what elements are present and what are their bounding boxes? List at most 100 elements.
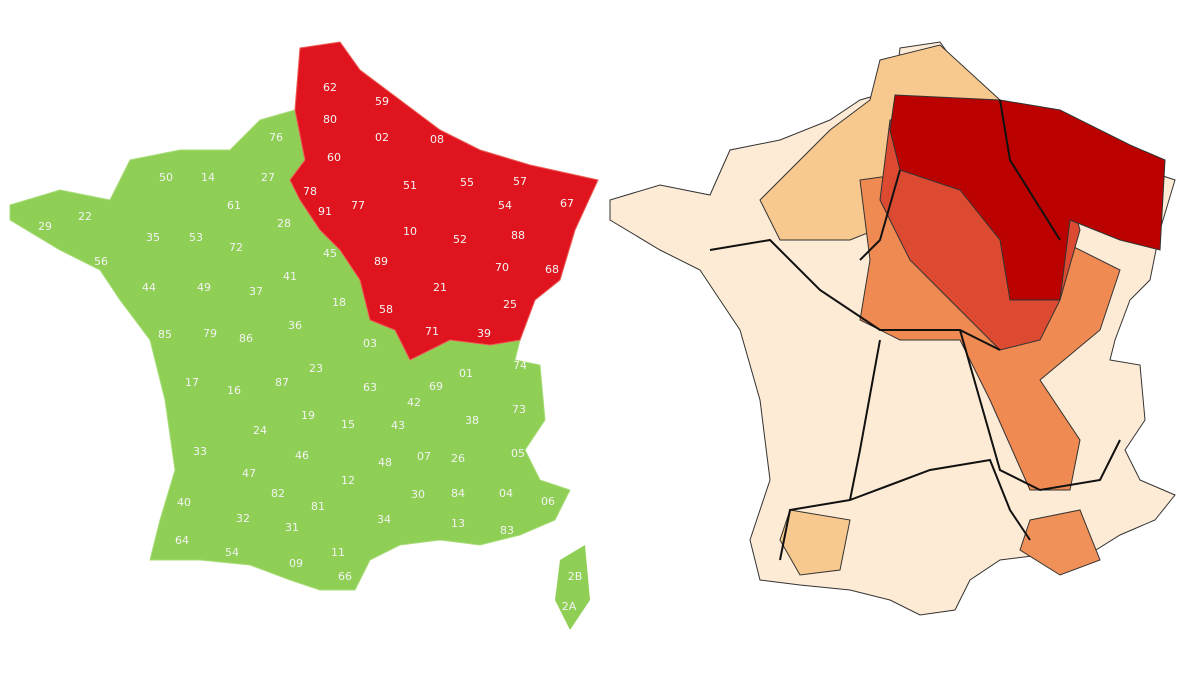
right-map bbox=[609, 41, 1176, 616]
department-label: 18 bbox=[332, 296, 346, 309]
department-label: 71 bbox=[425, 325, 439, 338]
north-east-red bbox=[289, 41, 599, 361]
department-label: 56 bbox=[94, 255, 108, 268]
department-label: 39 bbox=[477, 327, 491, 340]
department-label: 41 bbox=[283, 270, 297, 283]
department-label: 80 bbox=[323, 113, 337, 126]
department-label: 01 bbox=[459, 367, 473, 380]
department-label: 12 bbox=[341, 474, 355, 487]
department-label: 11 bbox=[331, 546, 345, 559]
region-border bbox=[849, 458, 1031, 541]
department-label: 36 bbox=[288, 319, 302, 332]
department-label: 78 bbox=[303, 185, 317, 198]
department-label: 19 bbox=[301, 409, 315, 422]
department-label: 06 bbox=[541, 495, 555, 508]
department-label: 83 bbox=[500, 524, 514, 537]
department-label: 29 bbox=[38, 220, 52, 233]
department-label: 33 bbox=[193, 445, 207, 458]
department-label: 81 bbox=[311, 500, 325, 513]
corsica bbox=[555, 545, 590, 630]
department-label: 04 bbox=[499, 487, 513, 500]
department-label: 34 bbox=[377, 513, 391, 526]
department-label: 08 bbox=[430, 133, 444, 146]
department-label: 30 bbox=[411, 488, 425, 501]
department-label: 66 bbox=[338, 570, 352, 583]
department-label: 05 bbox=[511, 447, 525, 460]
department-label: 22 bbox=[78, 210, 92, 223]
region-borders bbox=[709, 99, 1121, 561]
department-label: 73 bbox=[512, 403, 526, 416]
department-label: 54 bbox=[498, 199, 512, 212]
department-label: 23 bbox=[309, 362, 323, 375]
department-label: 40 bbox=[177, 496, 191, 509]
department-label: 2B bbox=[568, 570, 583, 583]
department-label: 79 bbox=[203, 327, 217, 340]
department-label: 69 bbox=[429, 380, 443, 393]
department-label: 77 bbox=[351, 199, 365, 212]
zone-light-south bbox=[779, 509, 851, 576]
department-label: 60 bbox=[327, 151, 341, 164]
region-border bbox=[959, 329, 1121, 492]
zone-south-orange bbox=[1019, 509, 1101, 576]
department-label: 10 bbox=[403, 225, 417, 238]
department-label: 43 bbox=[391, 419, 405, 432]
department-label: 88 bbox=[511, 229, 525, 242]
department-label: 38 bbox=[465, 414, 479, 427]
department-label: 64 bbox=[175, 534, 189, 547]
department-label: 76 bbox=[269, 131, 283, 144]
department-label: 13 bbox=[451, 517, 465, 530]
department-label: 58 bbox=[379, 303, 393, 316]
department-label: 53 bbox=[189, 231, 203, 244]
department-label: 16 bbox=[227, 384, 241, 397]
department-label: 37 bbox=[249, 285, 263, 298]
department-label: 21 bbox=[433, 281, 447, 294]
department-label: 59 bbox=[375, 95, 389, 108]
department-label: 55 bbox=[460, 176, 474, 189]
department-label: 54 bbox=[225, 546, 239, 559]
department-label: 84 bbox=[451, 487, 465, 500]
department-label: 82 bbox=[271, 487, 285, 500]
department-label: 91 bbox=[318, 205, 332, 218]
region-border bbox=[859, 169, 901, 261]
department-label: 47 bbox=[242, 467, 256, 480]
department-label: 31 bbox=[285, 521, 299, 534]
department-label: 57 bbox=[513, 175, 527, 188]
department-label: 52 bbox=[453, 233, 467, 246]
department-label: 68 bbox=[545, 263, 559, 276]
department-label: 70 bbox=[495, 261, 509, 274]
department-label: 42 bbox=[407, 396, 421, 409]
region-border bbox=[999, 99, 1061, 241]
department-label: 72 bbox=[229, 241, 243, 254]
department-label: 28 bbox=[277, 217, 291, 230]
department-label: 67 bbox=[560, 197, 574, 210]
department-label: 62 bbox=[323, 81, 337, 94]
department-label: 17 bbox=[185, 376, 199, 389]
region-border bbox=[709, 238, 1001, 351]
zone-dark-red bbox=[889, 94, 1166, 301]
department-label: 89 bbox=[374, 255, 388, 268]
department-label: 35 bbox=[146, 231, 160, 244]
department-label: 50 bbox=[159, 171, 173, 184]
left-map bbox=[9, 41, 599, 630]
department-label: 02 bbox=[375, 131, 389, 144]
department-label: 44 bbox=[142, 281, 156, 294]
department-label: 07 bbox=[417, 450, 431, 463]
department-label: 27 bbox=[261, 171, 275, 184]
department-label: 74 bbox=[513, 359, 527, 372]
department-label: 49 bbox=[197, 281, 211, 294]
department-label: 26 bbox=[451, 452, 465, 465]
department-label: 24 bbox=[253, 424, 267, 437]
department-label: 03 bbox=[363, 337, 377, 350]
department-label: 09 bbox=[289, 557, 303, 570]
department-label: 25 bbox=[503, 298, 517, 311]
department-label: 86 bbox=[239, 332, 253, 345]
department-label: 15 bbox=[341, 418, 355, 431]
department-label: 45 bbox=[323, 247, 337, 260]
department-label: 61 bbox=[227, 199, 241, 212]
department-label: 14 bbox=[201, 171, 215, 184]
department-label: 32 bbox=[236, 512, 250, 525]
department-label: 85 bbox=[158, 328, 172, 341]
department-label: 46 bbox=[295, 449, 309, 462]
